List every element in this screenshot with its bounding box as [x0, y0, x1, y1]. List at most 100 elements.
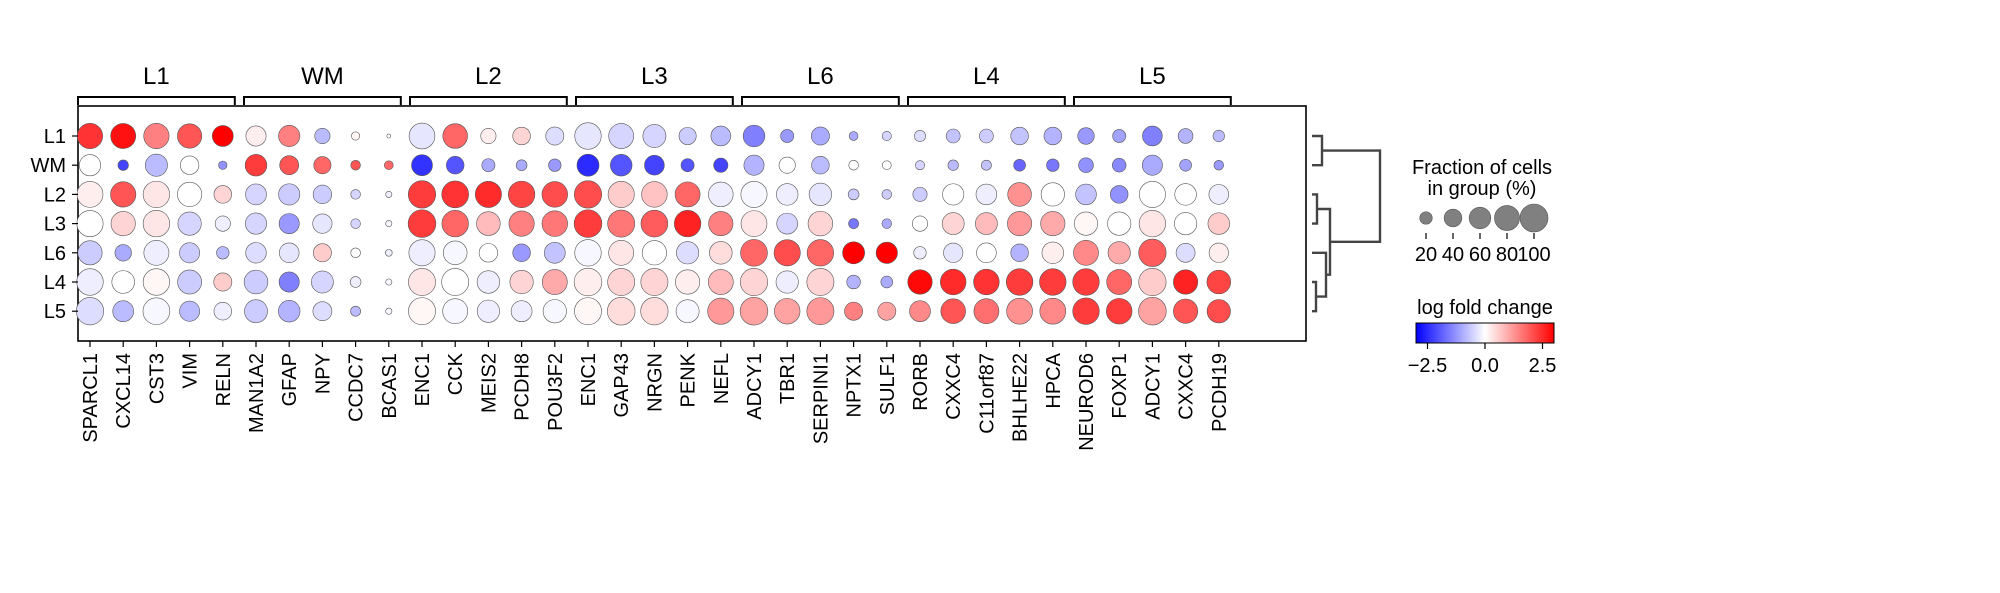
dot-l2-pcdh19-34 [1208, 184, 1230, 205]
y-tick-labels: L1 WM L2 L3 L6 L4 L5 [30, 126, 78, 323]
dot-l3-pou3f2-14 [541, 210, 568, 237]
x-tick-label-foxp1-31: FOXP1 [1109, 353, 1131, 419]
dot-wm-adcy1-32 [1142, 154, 1163, 176]
color-legend: log fold change −2.5 0.0 2.5 [1408, 297, 1557, 377]
dot-l5-cxxc4-26 [940, 298, 966, 324]
dot-l1-cck-11 [442, 123, 468, 149]
dot-wm-gfap-6 [279, 155, 300, 175]
dot-wm-gap43-16 [610, 154, 633, 177]
dot-l5-ccdc7-8 [350, 305, 361, 317]
dot-l3-cck-11 [441, 210, 469, 238]
dot-l6-penk-18 [676, 241, 700, 265]
dot-l2-sulf1-24 [881, 189, 892, 200]
dot-l5-foxp1-31 [1106, 298, 1133, 325]
dot-l3-serpini1-22 [807, 210, 834, 237]
color-legend-title: log fold change [1417, 297, 1553, 319]
dot-l2-cst3-2 [142, 180, 170, 208]
dot-l3-hpca-29 [1040, 211, 1066, 237]
dot-l3-sulf1-24 [881, 218, 892, 229]
dot-l5-pcdh19-34 [1206, 299, 1231, 324]
y-tick-label-l5: L5 [44, 301, 66, 323]
dot-wm-bcas1-9 [384, 160, 394, 170]
x-tick-label-cxxc4-33: CXXC4 [1176, 353, 1198, 420]
dot-l2-reln-4 [213, 185, 232, 204]
dot-l1-ccdc7-8 [351, 131, 361, 141]
x-tick-label-pcdh19-34: PCDH19 [1209, 353, 1231, 432]
dot-l5-c11orf87-27 [973, 298, 1000, 325]
bracket-l3 [575, 96, 734, 105]
dot-l3-man1a2-5 [245, 212, 267, 235]
dot-l1-neurod6-30 [1077, 127, 1095, 145]
x-tick-label-cst3-2: CST3 [146, 353, 168, 404]
dot-l2-bhlhe22-28 [1007, 182, 1032, 207]
dot-wm-sparcl1-0 [79, 154, 101, 177]
colorbar-label-1: 0.0 [1471, 355, 1499, 377]
dot-l3-ccdc7-8 [350, 218, 361, 229]
dot-l4-foxp1-31 [1106, 269, 1133, 295]
dot-l5-sparcl1-0 [75, 297, 105, 326]
dot-l3-sparcl1-0 [76, 210, 104, 238]
dot-l6-adcy1-32 [1138, 238, 1167, 267]
dot-l3-tbr1-21 [776, 212, 798, 235]
dot-wm-bhlhe22-28 [1013, 158, 1026, 172]
dot-l5-cck-11 [442, 298, 469, 325]
x-tick-label-cxcl14-1: CXCL14 [113, 353, 135, 429]
dot-l5-penk-18 [675, 299, 700, 324]
dot-l2-gfap-6 [278, 183, 301, 206]
dot-l1-enc1-15 [574, 122, 602, 150]
dot-l5-serpini1-22 [806, 297, 835, 326]
size-legend-label-40: 40 [1442, 244, 1464, 266]
dot-l2-man1a2-5 [245, 183, 267, 206]
dot-l6-nrgn-17 [641, 240, 667, 266]
x-tick-label-nefl-19: NEFL [711, 353, 733, 404]
dot-l1-bcas1-9 [386, 133, 392, 139]
dot-wm-man1a2-5 [244, 154, 268, 177]
dot-l4-neurod6-30 [1072, 268, 1100, 296]
dot-l2-neurod6-30 [1075, 183, 1097, 206]
dot-l1-npy-7 [314, 128, 331, 144]
dot-l5-nrgn-17 [640, 297, 669, 326]
x-tick-label-gfap-6: GFAP [279, 353, 301, 406]
dendrogram-branch [1312, 280, 1318, 313]
y-tick-label-l1: L1 [44, 126, 66, 148]
dot-l1-gfap-6 [278, 125, 301, 147]
x-tick-label-serpini1-22: SERPINI1 [810, 353, 832, 444]
dot-l1-nefl-19 [710, 125, 731, 147]
dot-l6-man1a2-5 [245, 242, 267, 264]
dot-wm-pcdh8-13 [515, 159, 528, 171]
y-tick-label-wm: WM [30, 155, 66, 177]
dot-l4-vim-3 [177, 269, 202, 295]
dot-l5-rorb-25 [909, 300, 931, 322]
dot-l3-bhlhe22-28 [1007, 211, 1033, 237]
dot-l5-bcas1-9 [385, 307, 393, 315]
dot-l3-nrgn-17 [640, 209, 669, 238]
dot-l5-gfap-6 [278, 300, 301, 323]
dot-l6-enc1-10 [408, 239, 436, 267]
dot-l5-npy-7 [312, 301, 333, 322]
dot-l6-npy-7 [313, 243, 332, 263]
dot-l3-nptx1-23 [848, 218, 859, 229]
dot-l1-sparcl1-0 [77, 123, 103, 149]
dot-l6-nefl-19 [709, 241, 733, 265]
dot-wm-npy-7 [313, 156, 332, 175]
dot-l6-bhlhe22-28 [1010, 243, 1029, 262]
dot-l5-enc1-10 [408, 297, 436, 326]
dot-l1-foxp1-31 [1112, 129, 1127, 143]
dot-l6-cck-11 [443, 240, 468, 265]
size-legend-label-80: 80 [1496, 244, 1518, 266]
group-label-l1: L1 [143, 63, 170, 90]
dot-l4-nrgn-17 [640, 268, 669, 296]
dot-l3-adcy1-20 [740, 210, 768, 237]
dot-l3-cxcl14-1 [110, 211, 136, 237]
dot-l2-serpini1-22 [808, 182, 832, 206]
x-tick-label-hpca-29: HPCA [1043, 352, 1065, 408]
x-tick-label-cck-11: CCK [445, 352, 467, 395]
dot-l6-ccdc7-8 [350, 247, 361, 258]
dot-wm-rorb-25 [915, 160, 925, 171]
dendrogram-branch [1312, 193, 1319, 225]
dot-l6-pou3f2-14 [544, 242, 566, 264]
dot-l6-pcdh8-13 [512, 243, 531, 262]
dot-wm-pou3f2-14 [548, 158, 562, 172]
dot-l2-sparcl1-0 [76, 181, 104, 208]
dot-l4-enc1-10 [408, 268, 436, 296]
